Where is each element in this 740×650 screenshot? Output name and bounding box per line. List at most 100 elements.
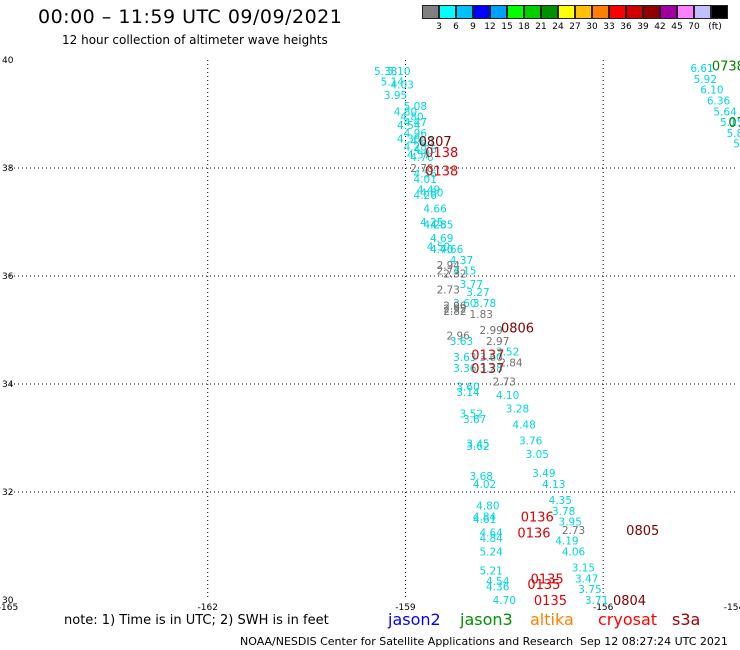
scale-swatch (524, 5, 541, 19)
pass-time-label: 0806 (501, 321, 534, 336)
swh-value: 2.99 (479, 325, 502, 337)
swh-value: 4.03 (390, 79, 413, 91)
scale-label: 33 (603, 22, 615, 32)
scale-label: 36 (620, 22, 632, 32)
pass-time-label: 0135 (527, 578, 560, 593)
y-tick-label: 30 (2, 596, 14, 606)
wave-height-chart: 303234363840-165-162-159-156-153-1545.38… (0, 56, 740, 610)
swh-value: 4.57 (407, 150, 430, 162)
mission-jason3: jason3 (460, 610, 513, 629)
swh-value: 4.76 (410, 152, 434, 164)
swh-value: 4.80 (420, 187, 443, 199)
swh-value: 3.28 (506, 403, 529, 415)
y-tick-label: 32 (2, 488, 13, 498)
pass-time-label: 0138 (425, 165, 458, 180)
swh-value: 5.64 (713, 106, 737, 118)
swh-value: 5.24 (479, 546, 503, 558)
y-tick-label: 36 (2, 272, 14, 282)
pass-time-label: 0138 (425, 146, 458, 161)
swh-value: 4.37 (450, 255, 473, 267)
swh-value: 2.73 (437, 285, 460, 297)
pass-time-label: 0135 (534, 594, 567, 609)
swh-value: 3.60 (453, 298, 476, 310)
scale-swatch (643, 5, 660, 19)
swh-value: 3.78 (552, 506, 575, 518)
page-title: 00:00 – 11:59 UTC 09/09/2021 (38, 6, 343, 28)
swh-value: 4.96 (404, 128, 428, 140)
swh-value: 5.92 (694, 74, 717, 86)
mission-s3a: s3a (672, 610, 701, 629)
swh-value: 2.73 (562, 525, 585, 537)
generated-timestamp: Sep 12 08:27:24 UTC 2021 (580, 635, 728, 648)
swh-value: 4.26 (414, 190, 438, 202)
mission-cryosat: cryosat (598, 610, 658, 629)
scale-swatch (507, 5, 524, 19)
swh-value: 3.52 (460, 409, 483, 421)
swh-value: 4.49 (417, 185, 440, 197)
swh-value: 3.15 (572, 563, 595, 575)
swh-value: 2.32 (443, 268, 466, 280)
swh-value: 4.70 (430, 244, 453, 256)
pass-time-label: 0739 (728, 116, 740, 131)
swh-value: 4.64 (479, 528, 503, 540)
pass-time-label: 0805 (626, 524, 659, 539)
scale-swatch (575, 5, 592, 19)
swh-value: 3.78 (473, 298, 496, 310)
mission-altika: altika (530, 610, 574, 629)
credit-line: NOAA/NESDIS Center for Satellite Applica… (240, 635, 574, 648)
pass-time-label: 0738 (712, 59, 740, 74)
swh-value: 2.92 (443, 303, 466, 315)
swh-value: 3.76 (519, 436, 543, 448)
scale-swatch (694, 5, 711, 19)
swh-value: 5.38 (374, 66, 397, 78)
scale-swatch (711, 5, 728, 19)
swh-value: 6.10 (700, 85, 723, 97)
scale-label: 15 (501, 22, 513, 32)
swh-value: 3.60 (456, 382, 479, 394)
swh-value: 5.14 (381, 77, 405, 89)
swh-value: 2.96 (443, 301, 467, 313)
swh-value: 4.66 (440, 244, 464, 256)
scale-swatch (626, 5, 643, 19)
swh-value: 5.21 (479, 565, 502, 577)
pass-time-label: 0136 (517, 527, 550, 542)
swh-value: 4.80 (394, 106, 417, 118)
swh-value: 3.68 (470, 471, 493, 483)
swh-value: 3.36 (453, 363, 477, 375)
scale-swatch (490, 5, 507, 19)
scale-swatch (660, 5, 677, 19)
swh-value: 2.84 (499, 357, 523, 369)
scale-swatch (541, 5, 558, 19)
swh-value: 4.26 (414, 144, 438, 156)
swh-value: 2.94 (437, 260, 461, 272)
scale-swatch (677, 5, 694, 19)
footer-note: note: 1) Time is in UTC; 2) SWH is in fe… (64, 613, 329, 628)
swh-value: 2.73 (493, 376, 516, 388)
scale-swatch (558, 5, 575, 19)
swh-value: 2.82 (443, 306, 466, 318)
swh-value: 2.78 (410, 163, 433, 175)
swh-value: 4.19 (555, 536, 578, 548)
scale-label: 6 (453, 22, 459, 32)
swh-value: 4.80 (476, 501, 499, 513)
swh-value: 4.38 (397, 133, 420, 145)
scale-swatch (592, 5, 609, 19)
swh-value: 3.52 (496, 347, 519, 359)
pass-time-label: 0137 (471, 348, 504, 363)
swh-value: 5.10 (387, 66, 410, 78)
swh-value: 1.83 (470, 309, 493, 321)
pass-time-label: 0135 (531, 572, 564, 587)
swh-value: 3.67 (463, 414, 486, 426)
page-subtitle: 12 hour collection of altimeter wave hei… (62, 33, 328, 47)
swh-value: 4.10 (496, 390, 519, 402)
scale-label: 3 (436, 22, 442, 32)
swh-value: 3.05 (526, 449, 549, 461)
swh-value: 2.73 (437, 266, 460, 278)
scale-swatch (609, 5, 626, 19)
y-tick-label: 40 (2, 56, 14, 66)
x-tick-label: -159 (395, 603, 416, 610)
swh-value: 3.47 (575, 573, 598, 585)
pass-time-label: 0804 (613, 594, 646, 609)
y-tick-label: 38 (2, 164, 14, 174)
swh-value: 6.36 (707, 96, 731, 108)
